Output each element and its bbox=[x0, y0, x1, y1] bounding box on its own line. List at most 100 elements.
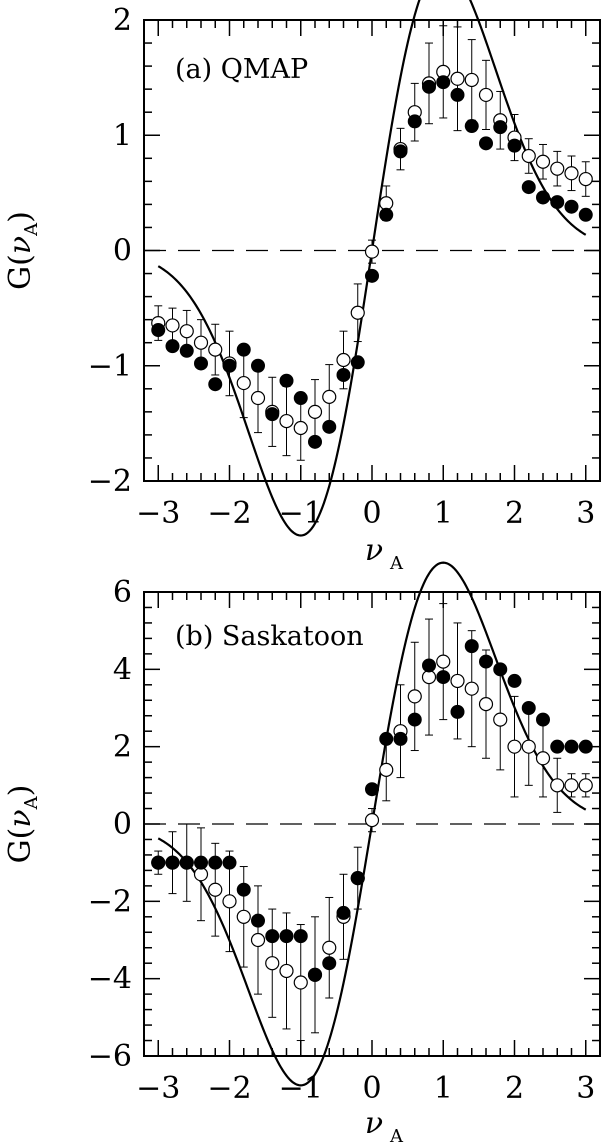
open-circle-point bbox=[464, 72, 479, 88]
x-axis-label: ν bbox=[365, 533, 383, 568]
open-circle-point bbox=[208, 342, 223, 357]
filled-circle-point bbox=[493, 662, 508, 677]
open-circle-point bbox=[478, 87, 494, 103]
filled-circle-point bbox=[208, 855, 223, 870]
open-circle-point bbox=[521, 739, 536, 754]
filled-circle-point bbox=[179, 855, 194, 870]
filled-circle-point bbox=[464, 119, 479, 134]
x-axis-label-subscript: A bbox=[389, 1126, 404, 1145]
open-circle-point bbox=[578, 778, 593, 793]
y-tick-label: −6 bbox=[88, 1039, 132, 1074]
x-axis-label-subscript: A bbox=[389, 553, 404, 574]
filled-circle-point bbox=[550, 195, 565, 210]
filled-circle-point bbox=[536, 190, 550, 205]
filled-circle-point bbox=[265, 407, 280, 422]
open-circle-point bbox=[507, 739, 522, 754]
open-circle-point bbox=[421, 669, 437, 685]
y-tick-label: 1 bbox=[113, 118, 132, 153]
y-tick-label: 2 bbox=[113, 730, 132, 765]
filled-circle-point bbox=[436, 670, 451, 685]
filled-circle-point bbox=[578, 739, 593, 754]
filled-circle-point bbox=[279, 929, 294, 944]
filled-circle-point bbox=[279, 373, 294, 388]
open-circle-point bbox=[436, 654, 451, 669]
open-circle-point bbox=[478, 697, 494, 712]
y-tick-label: −4 bbox=[88, 962, 132, 997]
filled-circle-point bbox=[564, 199, 579, 214]
y-tick-label: 0 bbox=[113, 234, 132, 269]
x-tick-label: −3 bbox=[136, 1071, 180, 1106]
filled-circle-point bbox=[507, 673, 522, 688]
filled-circle-point bbox=[521, 180, 536, 195]
filled-circle-point bbox=[479, 654, 493, 669]
filled-circle-point bbox=[436, 75, 451, 90]
filled-circle-point bbox=[493, 120, 508, 135]
filled-circle-point bbox=[179, 343, 194, 358]
open-circle-point bbox=[550, 778, 565, 793]
x-tick-label: 1 bbox=[434, 1071, 453, 1106]
open-circle-point bbox=[193, 335, 209, 350]
x-tick-label: 2 bbox=[505, 1071, 524, 1106]
open-circle-point bbox=[236, 909, 251, 924]
filled-circle-point bbox=[194, 356, 208, 371]
open-circle-point bbox=[336, 352, 351, 368]
y-axis-label: G(νA) bbox=[3, 785, 42, 864]
filled-circle-point bbox=[422, 658, 436, 673]
filled-circle-point bbox=[464, 639, 479, 654]
open-circle-point bbox=[535, 751, 551, 766]
open-circle-point bbox=[322, 940, 337, 955]
y-tick-label: 6 bbox=[113, 575, 132, 610]
filled-circle-point bbox=[578, 207, 593, 222]
filled-circle-point bbox=[407, 712, 422, 727]
open-circle-point bbox=[450, 71, 465, 86]
filled-circle-point bbox=[564, 739, 579, 754]
x-axis-label: ν bbox=[365, 1106, 383, 1141]
open-circle-point bbox=[222, 894, 237, 909]
filled-circle-point bbox=[222, 855, 237, 870]
y-tick-label: −2 bbox=[88, 464, 132, 499]
open-circle-point bbox=[493, 712, 508, 727]
open-circle-point bbox=[165, 318, 180, 333]
open-circle-point bbox=[208, 882, 223, 897]
filled-circle-point bbox=[251, 913, 265, 928]
panel-label: (b) Saskatoon bbox=[175, 621, 364, 652]
filled-circle-point bbox=[479, 136, 493, 151]
y-tick-label: −1 bbox=[88, 349, 132, 384]
y-tick-label: 2 bbox=[113, 3, 132, 38]
x-tick-label: −1 bbox=[279, 1071, 323, 1106]
x-tick-label: −1 bbox=[279, 496, 323, 531]
filled-circle-point bbox=[308, 967, 322, 982]
open-circle-point bbox=[464, 681, 479, 696]
x-tick-label: 3 bbox=[576, 496, 595, 531]
filled-circle-point bbox=[222, 358, 237, 373]
filled-circle-point bbox=[450, 87, 465, 102]
filled-circle-point bbox=[308, 434, 322, 449]
filled-circle-point bbox=[365, 782, 379, 797]
filled-circle-point bbox=[293, 929, 308, 944]
filled-circle-point bbox=[450, 704, 465, 719]
panel-label: (a) QMAP bbox=[175, 54, 308, 85]
open-circle-point bbox=[564, 778, 579, 793]
filled-circle-point bbox=[393, 731, 408, 746]
x-tick-label: 1 bbox=[434, 496, 453, 531]
open-circle-point bbox=[293, 975, 308, 990]
open-circle-point bbox=[521, 148, 536, 164]
x-tick-label: −2 bbox=[207, 496, 251, 531]
x-tick-label: 3 bbox=[576, 1071, 595, 1106]
y-tick-label: −2 bbox=[88, 884, 132, 919]
filled-circle-point bbox=[322, 956, 337, 971]
filled-circle-point bbox=[379, 207, 394, 222]
filled-circle-point bbox=[265, 929, 280, 944]
filled-circle-point bbox=[194, 855, 208, 870]
open-circle-point bbox=[450, 673, 465, 689]
open-circle-point bbox=[250, 932, 266, 948]
open-circle-point bbox=[578, 171, 593, 187]
filled-circle-point bbox=[536, 712, 550, 727]
open-circle-point bbox=[193, 867, 209, 882]
filled-circle-point bbox=[236, 342, 251, 357]
filled-circle-point bbox=[165, 339, 180, 354]
filled-circle-point bbox=[236, 882, 251, 897]
filled-circle-point bbox=[393, 144, 408, 159]
open-circle-point bbox=[364, 813, 380, 828]
